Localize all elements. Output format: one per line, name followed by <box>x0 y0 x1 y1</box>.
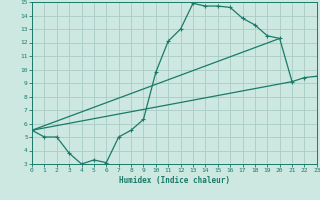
X-axis label: Humidex (Indice chaleur): Humidex (Indice chaleur) <box>119 176 230 185</box>
